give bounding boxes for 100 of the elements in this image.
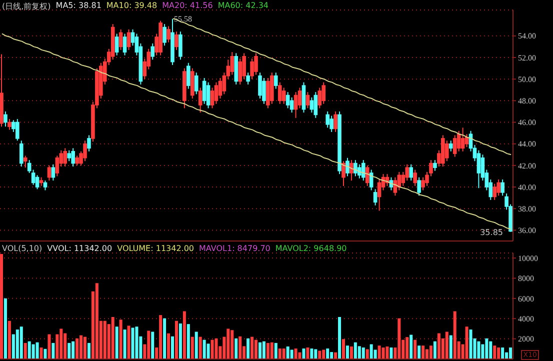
y-tick-label: 38.00: [518, 204, 536, 214]
bar: [422, 346, 425, 359]
candlestick: [460, 127, 465, 152]
y-tick-label: 48.00: [518, 96, 536, 106]
y-tick-label: 8000: [518, 274, 534, 284]
bar: [178, 323, 182, 359]
candlestick: [330, 115, 334, 132]
candlestick: [417, 176, 421, 196]
bar: [270, 342, 274, 359]
bar: [20, 326, 23, 359]
bar: [174, 320, 178, 359]
candlestick: [174, 31, 178, 50]
candlestick: [358, 164, 362, 179]
text: VOLUME: 11342.00: [117, 244, 194, 253]
bar: [282, 348, 286, 359]
chart-title: (日线,前复权): [2, 1, 51, 12]
bar: [40, 347, 43, 359]
bar: [497, 347, 500, 359]
bar: [489, 341, 492, 359]
bar: [306, 347, 310, 359]
candlestick: [63, 148, 68, 168]
bar: [250, 336, 254, 359]
y-tick-label: 50.00: [518, 74, 536, 84]
bar: [290, 350, 294, 359]
candlestick: [433, 160, 437, 172]
annotation: MA60: 42.34: [218, 1, 269, 12]
candlestick: [274, 72, 278, 90]
candlestick: [444, 140, 449, 162]
bar: [84, 336, 87, 359]
candlestick: [409, 164, 414, 182]
bar: [44, 348, 47, 359]
candlestick: [346, 157, 350, 177]
bar: [346, 346, 349, 359]
candlestick: [342, 160, 346, 186]
bar: [322, 350, 326, 359]
bar: [151, 332, 154, 359]
candlestick: [122, 33, 127, 56]
candlestick: [500, 178, 504, 196]
annotation: 35.85: [480, 228, 503, 237]
candlestick: [413, 169, 417, 186]
candlestick: [118, 28, 123, 50]
bar: [131, 328, 134, 359]
candlestick: [448, 140, 453, 152]
text: VVOL: 11342.00: [47, 244, 112, 253]
bar: [4, 298, 7, 359]
bar: [469, 330, 472, 359]
bar: [206, 344, 210, 359]
bar: [437, 333, 440, 359]
candlestick: [302, 82, 306, 114]
annotation: MA5: 38.81: [56, 1, 102, 12]
bar: [378, 346, 381, 359]
bar: [509, 348, 512, 359]
bar: [147, 330, 150, 359]
bar: [449, 335, 452, 359]
bar: [76, 338, 79, 359]
bar: [68, 342, 71, 359]
y-tick-label: 36.00: [518, 226, 536, 236]
bar: [342, 339, 345, 359]
bar: [159, 315, 162, 359]
candlestick: [373, 188, 378, 206]
bar: [48, 334, 51, 359]
bar: [198, 336, 202, 359]
bar: [16, 330, 19, 359]
bar: [426, 349, 429, 359]
candlestick: [322, 82, 326, 104]
bar: [398, 318, 401, 359]
candlestick: [354, 160, 358, 177]
candlestick: [377, 178, 382, 212]
y-tick-label: 4000: [518, 314, 534, 324]
bar: [294, 348, 298, 359]
candlestick: [166, 26, 170, 43]
bar: [445, 332, 448, 359]
bar: [298, 352, 302, 359]
bar: [258, 342, 262, 359]
candlestick: [452, 134, 457, 158]
candlestick: [246, 72, 250, 85]
candlestick: [162, 24, 166, 46]
bar: [214, 338, 218, 359]
bar: [362, 347, 365, 359]
annotation: 55.58: [174, 14, 192, 24]
candlestick: [198, 87, 202, 114]
bar: [246, 338, 250, 359]
bar: [202, 340, 206, 359]
y-tick-label: 2000: [518, 334, 534, 344]
candlestick: [365, 164, 370, 186]
bar: [414, 340, 417, 359]
candlestick: [326, 110, 330, 128]
candlestick: [16, 118, 20, 142]
bar: [318, 350, 322, 359]
candlestick: [230, 52, 234, 76]
bar: [278, 348, 282, 359]
candlestick: [306, 92, 310, 109]
bar: [390, 347, 393, 359]
candlestick: [190, 68, 194, 100]
bar: [52, 342, 55, 359]
bar: [386, 346, 389, 359]
bar: [80, 335, 83, 359]
bar: [226, 328, 230, 359]
bar: [32, 344, 35, 359]
candlestick: [314, 92, 318, 118]
